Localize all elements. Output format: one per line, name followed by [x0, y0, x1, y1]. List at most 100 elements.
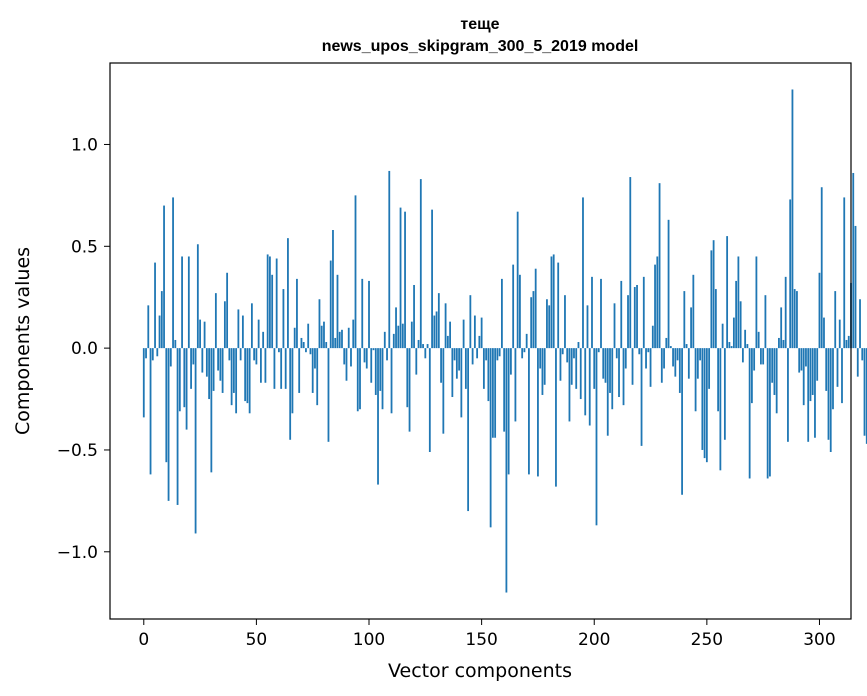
- bar: [503, 348, 506, 432]
- bar: [530, 297, 533, 349]
- bar: [676, 348, 679, 361]
- bar: [235, 348, 238, 414]
- bar: [298, 348, 301, 393]
- bar: [451, 348, 454, 398]
- bar: [805, 348, 807, 367]
- bar: [656, 256, 659, 349]
- bar: [280, 348, 283, 389]
- bar: [800, 348, 803, 371]
- bar: [244, 348, 247, 402]
- bar: [271, 274, 274, 349]
- bar: [287, 238, 289, 349]
- bar: [361, 278, 364, 349]
- bar: [255, 348, 258, 365]
- bar: [314, 348, 316, 369]
- bar: [823, 317, 825, 349]
- bar: [446, 335, 449, 349]
- bar: [827, 348, 830, 440]
- bar: [370, 348, 373, 383]
- x-axis-ticks: 0 50 100 150 200 250 300: [138, 619, 836, 650]
- bar: [237, 309, 240, 349]
- bar: [721, 323, 724, 349]
- bar: [487, 348, 490, 402]
- bar: [674, 348, 677, 377]
- bar: [194, 348, 197, 534]
- bar: [683, 291, 686, 349]
- bar: [284, 348, 287, 389]
- bar: [413, 284, 415, 349]
- bar: [537, 348, 539, 477]
- bar: [769, 348, 771, 477]
- bar: [437, 293, 440, 349]
- bar: [557, 262, 560, 349]
- bar: [498, 348, 501, 357]
- bar: [811, 348, 814, 395]
- bar: [602, 348, 605, 379]
- bar: [575, 348, 578, 389]
- bar: [737, 256, 740, 349]
- bar: [739, 301, 742, 349]
- bar: [534, 268, 537, 349]
- bar: [467, 348, 470, 512]
- bar: [160, 291, 163, 349]
- bar: [622, 348, 625, 406]
- bar: [343, 348, 346, 365]
- bar: [681, 348, 683, 495]
- bar: [223, 301, 226, 349]
- bar: [230, 348, 233, 406]
- bar: [694, 348, 697, 412]
- bar: [289, 348, 292, 440]
- bar: [836, 348, 839, 387]
- bar: [687, 348, 690, 379]
- bar: [172, 197, 174, 349]
- bar: [167, 348, 170, 501]
- bar: [726, 236, 729, 349]
- bar: [154, 262, 156, 349]
- bar: [176, 348, 179, 505]
- bar: [521, 348, 524, 359]
- x-tick-label: 0: [138, 630, 149, 650]
- bar: [178, 348, 181, 412]
- bar: [212, 348, 215, 391]
- bar: [501, 278, 503, 349]
- bar: [307, 323, 310, 349]
- bar: [458, 348, 460, 371]
- bar: [667, 219, 670, 349]
- bar: [593, 348, 596, 389]
- bar: [399, 207, 402, 349]
- bar: [338, 331, 341, 349]
- y-tick-label: 0.5: [71, 237, 98, 257]
- bar: [807, 348, 810, 442]
- bar: [663, 348, 665, 369]
- bar: [363, 348, 366, 363]
- bar: [778, 337, 780, 349]
- bar: [672, 348, 674, 367]
- bar: [856, 348, 859, 377]
- bar: [669, 346, 672, 349]
- bar: [552, 254, 555, 349]
- bar: [771, 348, 774, 383]
- bar: [226, 272, 229, 349]
- bar: [642, 276, 645, 349]
- bar: [417, 339, 420, 349]
- bar: [469, 295, 472, 349]
- bar: [701, 348, 704, 450]
- bar: [329, 260, 332, 349]
- bar: [609, 348, 611, 393]
- bar: [611, 348, 614, 410]
- bar: [692, 274, 695, 349]
- bar: [489, 348, 492, 528]
- bar: [239, 348, 242, 361]
- bar: [514, 348, 517, 422]
- bar: [356, 348, 359, 412]
- bar: [347, 327, 350, 349]
- bar: [158, 315, 161, 349]
- bar: [334, 337, 337, 349]
- bar: [784, 276, 787, 349]
- bar: [494, 348, 497, 438]
- bar: [651, 325, 654, 349]
- bar: [174, 339, 177, 349]
- bar: [482, 348, 485, 389]
- bar: [809, 348, 812, 402]
- bar: [640, 348, 643, 446]
